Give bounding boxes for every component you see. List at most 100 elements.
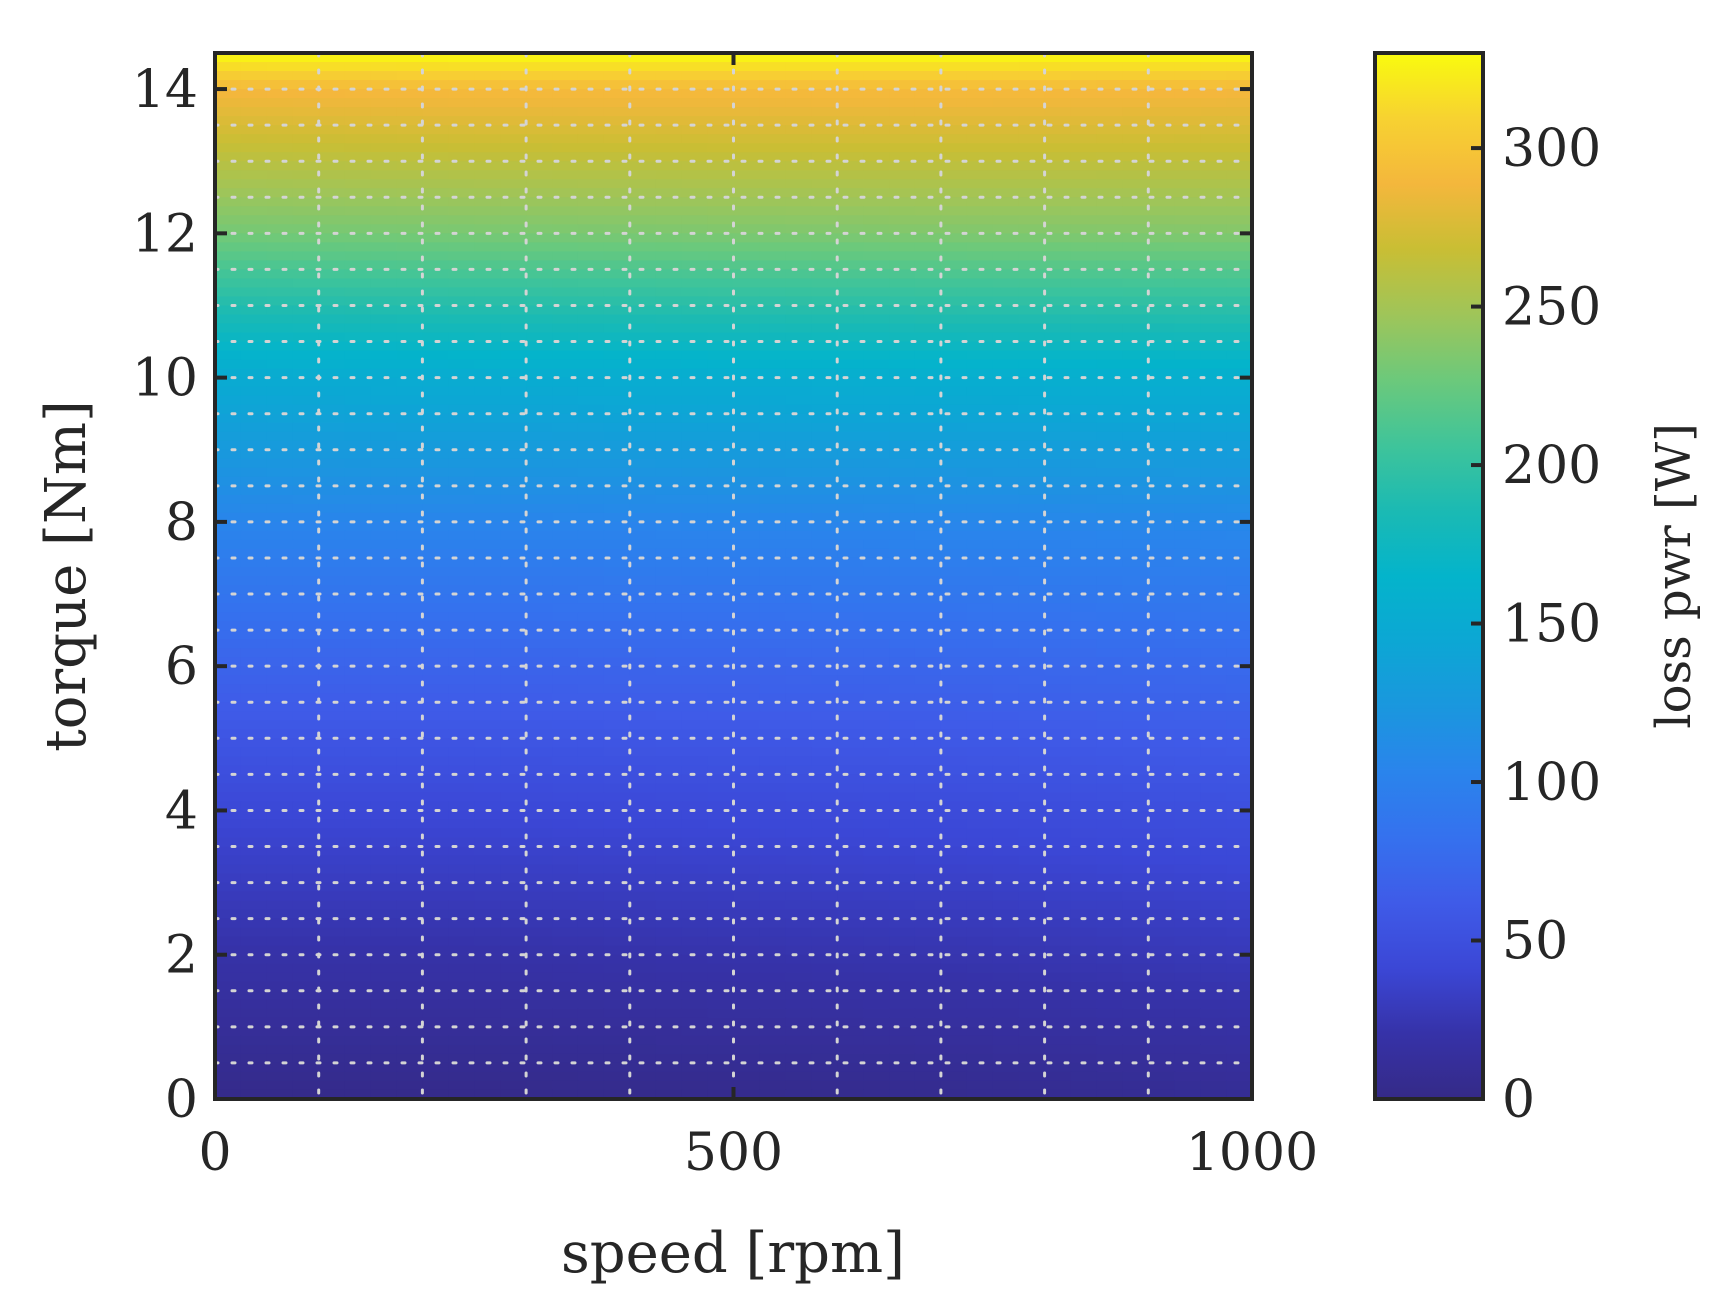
heatmap-cell [266, 332, 294, 343]
heatmap-cell [785, 801, 813, 812]
heatmap-cell [837, 386, 864, 397]
heatmap-cell [552, 1071, 579, 1082]
heatmap-cell [785, 576, 813, 586]
heatmap-cell [603, 314, 631, 325]
heatmap-cell [344, 612, 372, 622]
heatmap-cell [863, 1071, 890, 1082]
heatmap-cell [863, 287, 890, 298]
heatmap-cell [266, 693, 294, 704]
heatmap-cell [733, 341, 761, 352]
heatmap-cell [577, 729, 605, 740]
heatmap-cell [889, 503, 916, 514]
heatmap-cell [837, 440, 864, 451]
heatmap-cell [1226, 188, 1252, 199]
heatmap-cell [396, 440, 424, 451]
heatmap-cell [526, 485, 553, 496]
heatmap-cell [1096, 71, 1124, 81]
heatmap-cell [603, 837, 631, 848]
heatmap-cell [1122, 188, 1150, 199]
heatmap-cell [940, 909, 968, 920]
heatmap-cell [552, 143, 579, 153]
heatmap-cell [370, 954, 398, 965]
heatmap-cell [1096, 539, 1124, 550]
heatmap-cell [500, 882, 527, 893]
heatmap-cell [914, 224, 942, 235]
heatmap-cell [681, 675, 709, 686]
heatmap-cell [837, 1008, 864, 1019]
heatmap-cell [629, 621, 657, 631]
heatmap-cell [992, 810, 1020, 821]
heatmap-cell [1044, 594, 1072, 604]
heatmap-cell [1070, 287, 1098, 298]
heatmap-cell [759, 377, 787, 388]
heatmap-cell [629, 539, 657, 550]
heatmap-cell [1174, 512, 1201, 523]
heatmap-cell [992, 693, 1020, 704]
heatmap-cell [629, 386, 657, 397]
heatmap-cell [785, 657, 813, 667]
heatmap-cell [811, 269, 838, 280]
heatmap-cell [603, 539, 631, 550]
heatmap-cell [448, 134, 476, 144]
heatmap-cell [1044, 557, 1072, 568]
heatmap-cell [577, 143, 605, 153]
heatmap-cell [526, 1053, 553, 1064]
heatmap-cell [422, 747, 450, 758]
heatmap-cell [1200, 657, 1227, 667]
heatmap-cell [603, 1026, 631, 1037]
heatmap-cell [759, 53, 787, 63]
heatmap-cell [215, 557, 242, 568]
heatmap-cell [292, 314, 320, 325]
heatmap-cell [266, 927, 294, 938]
heatmap-cell [318, 810, 346, 821]
heatmap-cell [707, 143, 735, 153]
heatmap-cell [655, 900, 683, 911]
heatmap-cell [526, 675, 553, 686]
heatmap-cell [1226, 197, 1252, 208]
heatmap-cell [707, 585, 735, 595]
heatmap-cell [914, 945, 942, 956]
heatmap-cell [370, 684, 398, 695]
heatmap-cell [552, 179, 579, 190]
heatmap-cell [552, 413, 579, 424]
heatmap-cell [1044, 287, 1072, 298]
heatmap-cell [1044, 819, 1072, 830]
heatmap-cell [526, 287, 553, 298]
heatmap-cell [655, 503, 683, 514]
heatmap-cell [240, 71, 268, 81]
heatmap-cell [759, 197, 787, 208]
heatmap-cell [914, 314, 942, 325]
heatmap-cell [1070, 206, 1098, 217]
heatmap-cell [1096, 386, 1124, 397]
heatmap-cell [396, 179, 424, 190]
heatmap-cell [577, 810, 605, 821]
heatmap-cell [966, 134, 994, 144]
heatmap-cell [318, 693, 346, 704]
heatmap-cell [292, 557, 320, 568]
heatmap-cell [396, 738, 424, 749]
heatmap-cell [837, 990, 864, 1001]
heatmap-cell [1122, 828, 1150, 839]
heatmap-cell [215, 440, 242, 451]
heatmap-cell [1044, 693, 1072, 704]
heatmap-cell [1018, 666, 1046, 676]
heatmap-cell [318, 765, 346, 776]
heatmap-cell [681, 648, 709, 658]
heatmap-cell [785, 458, 813, 469]
heatmap-cell [811, 566, 838, 577]
heatmap-cell [1174, 80, 1201, 90]
heatmap-cell [1226, 458, 1252, 469]
heatmap-cell [448, 675, 476, 686]
heatmap-cell [1200, 143, 1227, 153]
heatmap-cell [215, 71, 242, 81]
heatmap-cell [240, 594, 268, 604]
heatmap-cell [396, 152, 424, 163]
heatmap-cell [655, 1026, 683, 1037]
heatmap-cell [785, 918, 813, 929]
heatmap-cell [992, 639, 1020, 649]
heatmap-cell [422, 179, 450, 190]
heatmap-cell [1070, 963, 1098, 974]
heatmap-cell [266, 990, 294, 1001]
heatmap-cell [1096, 738, 1124, 749]
heatmap-cell [422, 260, 450, 271]
